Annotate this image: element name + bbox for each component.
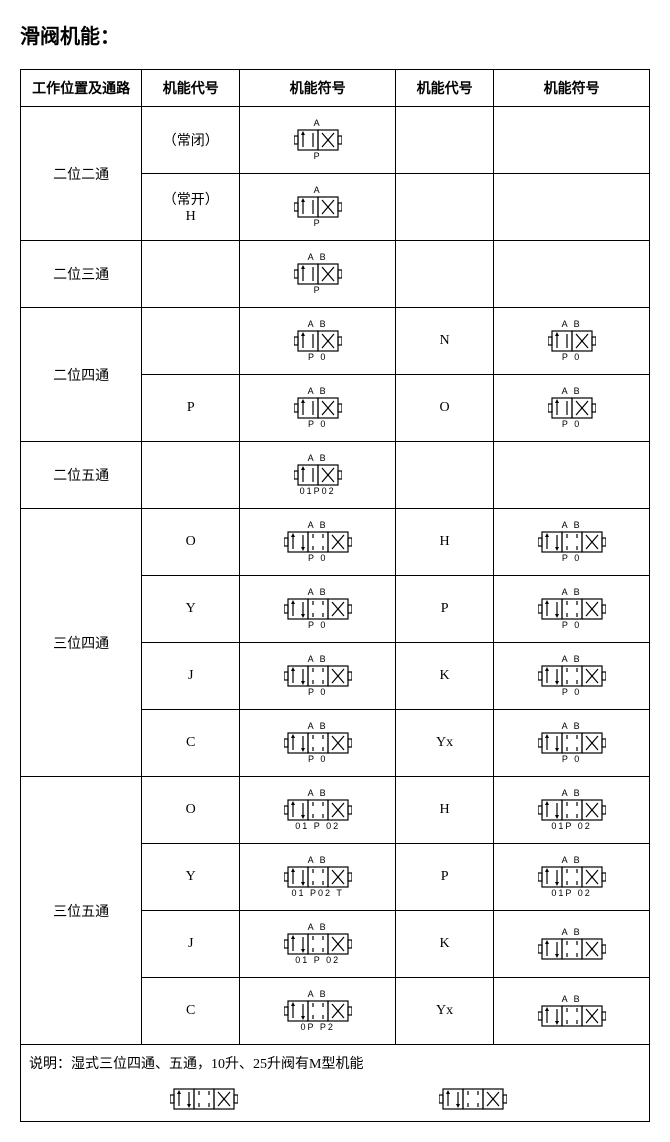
symbol-cell: A B (494, 978, 650, 1045)
symbol-cell: A BP 0 (240, 643, 396, 710)
symbol-cell: A BP 0 (240, 509, 396, 576)
symbol-cell: A BP 0 (240, 710, 396, 777)
position-cell: 三位四通 (21, 509, 142, 777)
symbol-cell: A BP 0 (494, 576, 650, 643)
code-cell: K (396, 643, 494, 710)
column-header: 机能代号 (142, 70, 240, 107)
code-cell: P (396, 576, 494, 643)
code-cell: C (142, 710, 240, 777)
position-cell: 二位五通 (21, 442, 142, 509)
code-cell: J (142, 911, 240, 978)
symbol-cell: A B01P 02 (494, 844, 650, 911)
code-cell: Yx (396, 978, 494, 1045)
code-cell: Yx (396, 710, 494, 777)
symbol-cell: A BP (240, 241, 396, 308)
position-cell: 二位四通 (21, 308, 142, 442)
code-cell (396, 241, 494, 308)
symbol-cell (494, 107, 650, 174)
symbol-cell: A B01P02 (240, 442, 396, 509)
position-cell: 二位二通 (21, 107, 142, 241)
code-cell: Y (142, 576, 240, 643)
code-cell: O (142, 509, 240, 576)
code-cell: P (142, 375, 240, 442)
note-symbols-cell (21, 1077, 650, 1122)
symbol-cell: A BP 0 (494, 375, 650, 442)
symbol-cell: AP (240, 107, 396, 174)
code-cell (142, 442, 240, 509)
code-cell: N (396, 308, 494, 375)
symbol-cell: A B0P P2 (240, 978, 396, 1045)
note-cell: 说明：湿式三位四通、五通，10升、25升阀有M型机能 (21, 1045, 650, 1078)
symbol-cell: A BP 0 (240, 576, 396, 643)
symbol-cell: A B01 P 02 (240, 911, 396, 978)
code-cell (396, 442, 494, 509)
symbol-cell: A BP 0 (240, 375, 396, 442)
position-cell: 二位三通 (21, 241, 142, 308)
code-cell (142, 241, 240, 308)
valve-function-table: 工作位置及通路机能代号机能符号机能代号机能符号 二位二通（常闭）AP（常开） H… (20, 69, 650, 1122)
symbol-cell: A BP 0 (240, 308, 396, 375)
column-header: 机能代号 (396, 70, 494, 107)
code-cell: Y (142, 844, 240, 911)
code-cell (142, 308, 240, 375)
code-cell: K (396, 911, 494, 978)
column-header: 机能符号 (240, 70, 396, 107)
symbol-cell: A BP 0 (494, 308, 650, 375)
code-cell: H (396, 509, 494, 576)
code-cell: J (142, 643, 240, 710)
position-cell: 三位五通 (21, 777, 142, 1045)
code-cell: O (396, 375, 494, 442)
symbol-cell: A BP 0 (494, 509, 650, 576)
symbol-cell (494, 241, 650, 308)
symbol-cell (494, 174, 650, 241)
symbol-cell: A BP 0 (494, 643, 650, 710)
code-cell: P (396, 844, 494, 911)
symbol-cell: A BP 0 (494, 710, 650, 777)
symbol-cell: A B01 P 02 (240, 777, 396, 844)
code-cell (396, 107, 494, 174)
code-cell: C (142, 978, 240, 1045)
symbol-cell: AP (240, 174, 396, 241)
symbol-cell (494, 442, 650, 509)
symbol-cell: A B01 P02 T (240, 844, 396, 911)
code-cell: H (396, 777, 494, 844)
code-cell: （常闭） (142, 107, 240, 174)
page-title: 滑阀机能： (20, 20, 650, 49)
code-cell: O (142, 777, 240, 844)
symbol-cell: A B (494, 911, 650, 978)
code-cell (396, 174, 494, 241)
column-header: 工作位置及通路 (21, 70, 142, 107)
code-cell: （常开） H (142, 174, 240, 241)
symbol-cell: A B01P 02 (494, 777, 650, 844)
column-header: 机能符号 (494, 70, 650, 107)
